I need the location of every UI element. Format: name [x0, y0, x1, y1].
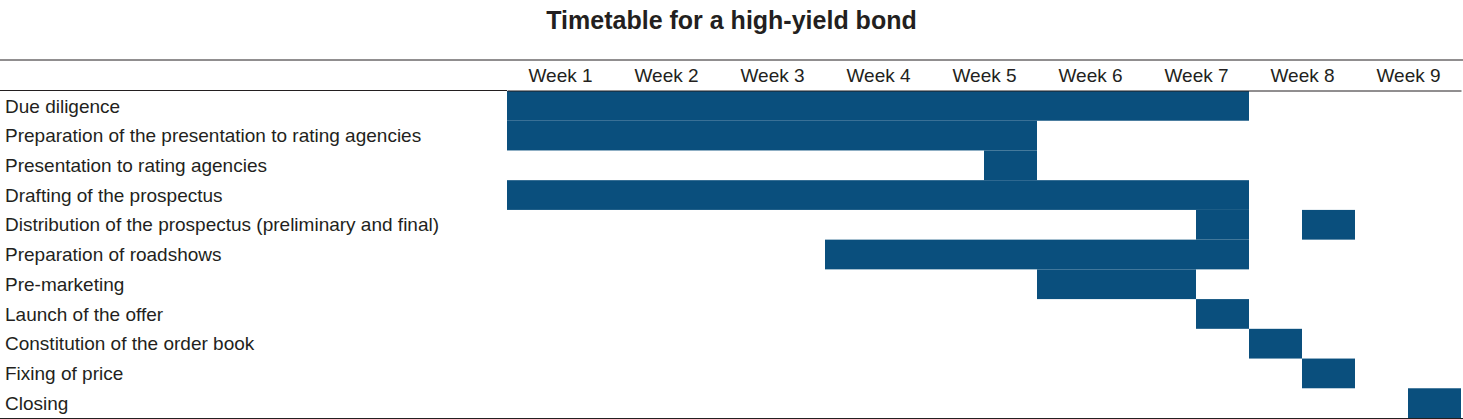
- task-label: Preparation of roadshows: [5, 244, 222, 265]
- x-tick-label: Week 9: [1376, 65, 1440, 86]
- task-bar: [1249, 329, 1302, 359]
- x-tick-label: Week 6: [1058, 65, 1122, 86]
- task-bar: [1196, 210, 1249, 240]
- task-label: Closing: [5, 393, 68, 414]
- task-label: Launch of the offer: [5, 304, 164, 325]
- task-bar: [1196, 299, 1249, 329]
- x-tick-label: Week 3: [740, 65, 804, 86]
- x-axis: Week 1 Week 2 Week 3 Week 4 Week 5 Week 6 Week…: [508, 65, 1462, 92]
- x-tick: Week 9: [1376, 65, 1440, 91]
- x-tick-label: Week 1: [528, 65, 592, 86]
- x-axis-line: [508, 91, 1462, 92]
- header-rule: [0, 90, 507, 91]
- task-labels: Due diligence Preparation of the presenta…: [5, 96, 439, 414]
- bars: [507, 91, 1461, 418]
- task-label: Distribution of the prospectus (prelimin…: [5, 214, 439, 235]
- task-bar: [507, 180, 1249, 210]
- x-tick: Week 7: [1164, 65, 1228, 91]
- x-tick-label: Week 2: [634, 65, 698, 86]
- x-tick-label: Week 8: [1270, 65, 1334, 86]
- x-tick-label: Week 5: [952, 65, 1016, 86]
- task-label: Drafting of the prospectus: [5, 185, 223, 206]
- task-bar: [507, 121, 1037, 151]
- task-bar: [1408, 388, 1461, 418]
- title: Timetable for a high-yield bond: [546, 6, 916, 34]
- x-tick-label: Week 4: [846, 65, 911, 86]
- task-bar: [507, 91, 1249, 121]
- task-label: Constitution of the order book: [5, 333, 255, 354]
- x-tick: Week 5: [952, 65, 1016, 91]
- task-label: Presentation to rating agencies: [5, 155, 267, 176]
- task-label: Due diligence: [5, 96, 120, 117]
- task-bar: [1037, 269, 1196, 299]
- chart: Timetable for a high-yield bond Due dilig…: [0, 0, 1463, 419]
- bottom-rule: [0, 418, 1463, 419]
- x-tick: Week 2: [634, 65, 698, 91]
- task-bar: [1302, 359, 1355, 389]
- top-rule: [0, 60, 1463, 61]
- task-label: Fixing of price: [5, 363, 123, 384]
- x-tick: Week 3: [740, 65, 804, 91]
- x-tick: Week 4: [846, 65, 911, 91]
- x-tick: Week 6: [1058, 65, 1122, 91]
- task-bar: [1302, 210, 1355, 240]
- task-label: Pre-marketing: [5, 274, 124, 295]
- task-bar: [825, 240, 1249, 270]
- x-tick: Week 8: [1270, 65, 1334, 91]
- x-tick-label: Week 7: [1164, 65, 1228, 86]
- x-tick: Week 1: [528, 65, 592, 91]
- task-bar: [984, 150, 1037, 180]
- task-label: Preparation of the presentation to ratin…: [5, 125, 421, 146]
